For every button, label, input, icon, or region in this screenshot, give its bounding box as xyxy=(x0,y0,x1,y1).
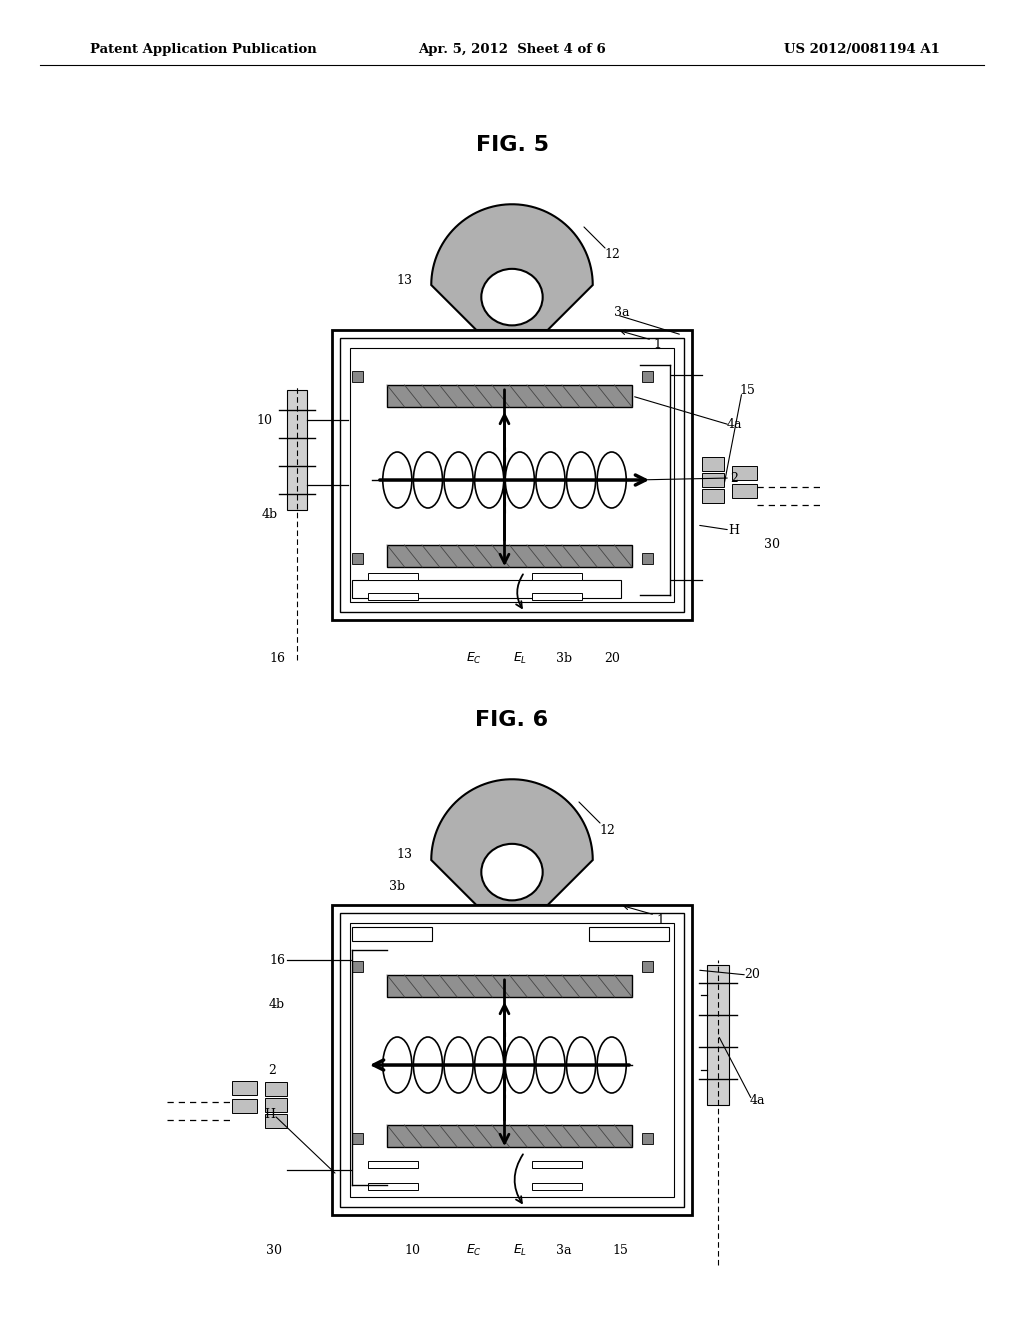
Text: 13: 13 xyxy=(396,849,412,862)
Ellipse shape xyxy=(383,1038,412,1093)
Bar xyxy=(332,906,692,1214)
Text: 10: 10 xyxy=(256,413,272,426)
Text: 16: 16 xyxy=(269,652,285,664)
Bar xyxy=(352,1133,362,1144)
Bar xyxy=(732,466,757,480)
Text: 4b: 4b xyxy=(262,508,279,521)
Text: H: H xyxy=(264,1109,275,1122)
Ellipse shape xyxy=(444,1038,473,1093)
Bar xyxy=(702,457,724,471)
Text: 3b: 3b xyxy=(556,652,572,664)
Ellipse shape xyxy=(481,269,543,325)
Bar xyxy=(368,593,418,601)
Ellipse shape xyxy=(597,1038,627,1093)
Bar xyxy=(352,927,432,941)
Bar xyxy=(350,348,674,602)
Bar xyxy=(368,1183,418,1191)
Bar xyxy=(352,579,621,598)
Text: FIG. 5: FIG. 5 xyxy=(475,135,549,154)
Ellipse shape xyxy=(444,451,473,508)
Bar xyxy=(702,488,724,503)
Text: US 2012/0081194 A1: US 2012/0081194 A1 xyxy=(784,44,940,57)
Ellipse shape xyxy=(566,451,596,508)
Bar xyxy=(589,927,669,941)
Ellipse shape xyxy=(475,451,504,508)
Bar xyxy=(532,573,582,579)
Bar xyxy=(287,389,307,510)
Bar xyxy=(387,1125,632,1147)
Text: 30: 30 xyxy=(266,1243,282,1257)
Text: Patent Application Publication: Patent Application Publication xyxy=(90,44,316,57)
Text: 20: 20 xyxy=(744,969,760,982)
Bar xyxy=(532,593,582,601)
Bar xyxy=(387,975,632,997)
Bar xyxy=(265,1114,287,1129)
Text: 4a: 4a xyxy=(726,418,741,432)
Bar xyxy=(352,553,362,564)
Ellipse shape xyxy=(481,843,543,900)
Bar xyxy=(352,371,362,381)
Text: 2: 2 xyxy=(730,471,738,484)
Text: 10: 10 xyxy=(404,1243,420,1257)
Bar xyxy=(732,484,757,498)
Text: 2: 2 xyxy=(268,1064,275,1077)
Ellipse shape xyxy=(597,451,627,508)
Ellipse shape xyxy=(414,1038,442,1093)
Bar xyxy=(352,961,362,972)
Text: FIG. 6: FIG. 6 xyxy=(475,710,549,730)
Bar xyxy=(642,961,653,972)
Bar xyxy=(350,923,674,1197)
Bar xyxy=(642,371,653,381)
Text: $E_C$: $E_C$ xyxy=(466,1242,482,1258)
Text: $E_C$: $E_C$ xyxy=(466,651,482,665)
Text: 3a: 3a xyxy=(556,1243,571,1257)
Text: 15: 15 xyxy=(612,1243,628,1257)
Bar xyxy=(387,385,632,407)
Text: $E_L$: $E_L$ xyxy=(513,1242,527,1258)
Bar xyxy=(232,1100,257,1113)
Text: 4a: 4a xyxy=(750,1093,765,1106)
Text: 3b: 3b xyxy=(389,880,406,894)
Bar xyxy=(387,545,632,568)
Bar xyxy=(368,573,418,579)
Bar xyxy=(340,338,684,612)
Ellipse shape xyxy=(536,451,565,508)
Ellipse shape xyxy=(383,451,412,508)
Polygon shape xyxy=(431,205,593,330)
Text: 12: 12 xyxy=(599,824,615,837)
Bar xyxy=(532,1183,582,1191)
Bar xyxy=(707,965,729,1105)
Text: $E_L$: $E_L$ xyxy=(513,651,527,665)
Bar xyxy=(265,1082,287,1096)
Text: 16: 16 xyxy=(269,953,285,966)
Text: H: H xyxy=(728,524,739,536)
Bar xyxy=(642,553,653,564)
Text: 4b: 4b xyxy=(269,998,285,1011)
Bar xyxy=(232,1081,257,1096)
Bar xyxy=(332,330,692,620)
Text: 30: 30 xyxy=(764,539,780,552)
Ellipse shape xyxy=(414,451,442,508)
Ellipse shape xyxy=(505,1038,535,1093)
Bar xyxy=(340,913,684,1206)
Bar xyxy=(702,473,724,487)
Ellipse shape xyxy=(536,1038,565,1093)
Text: 20: 20 xyxy=(604,652,620,664)
Text: 13: 13 xyxy=(396,273,412,286)
Bar xyxy=(368,1162,418,1168)
Ellipse shape xyxy=(475,1038,504,1093)
Text: 15: 15 xyxy=(739,384,755,396)
Bar xyxy=(642,1133,653,1144)
Ellipse shape xyxy=(505,451,535,508)
Text: 3a: 3a xyxy=(614,305,630,318)
Bar xyxy=(265,1098,287,1111)
Bar xyxy=(532,1162,582,1168)
Text: Apr. 5, 2012  Sheet 4 of 6: Apr. 5, 2012 Sheet 4 of 6 xyxy=(418,44,606,57)
Polygon shape xyxy=(431,779,593,906)
Text: 1: 1 xyxy=(653,338,662,351)
Ellipse shape xyxy=(566,1038,596,1093)
Text: 12: 12 xyxy=(604,248,620,261)
Text: 1: 1 xyxy=(656,913,664,927)
